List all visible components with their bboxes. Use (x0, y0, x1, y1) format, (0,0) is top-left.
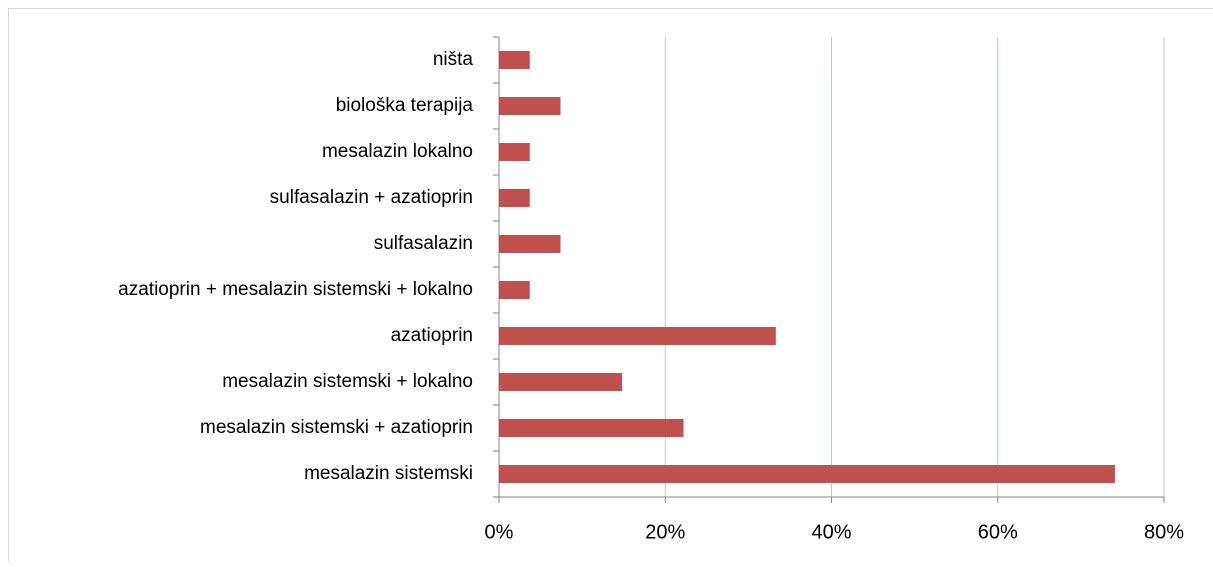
x-tick-label: 0% (485, 521, 514, 543)
y-tick-label: azatioprin (391, 325, 473, 346)
bar (499, 419, 684, 437)
y-tick-label: mesalazin sistemski (304, 463, 473, 484)
bar (499, 281, 530, 299)
y-tick-label: mesalazin lokalno (322, 141, 473, 162)
bar (499, 97, 561, 115)
y-tick-label: azatioprin + mesalazin sistemski + lokal… (118, 279, 473, 300)
y-tick-label: mesalazin sistemski + azatioprin (200, 417, 473, 438)
bar (499, 465, 1115, 483)
y-tick-label: sulfasalazin + azatioprin (270, 187, 473, 208)
y-tick-label: mesalazin sistemski + lokalno (222, 371, 473, 392)
bar (499, 327, 776, 345)
bar (499, 189, 530, 207)
y-tick-label: ništa (433, 49, 474, 70)
x-tick-label: 60% (978, 521, 1018, 543)
x-tick-label: 20% (645, 521, 685, 543)
y-tick-label: biološka terapija (336, 95, 474, 116)
x-tick-label: 80% (1144, 521, 1184, 543)
y-tick-label: sulfasalazin (374, 233, 473, 254)
bar (499, 235, 561, 253)
bar (499, 373, 622, 391)
x-tick-label: 40% (811, 521, 851, 543)
bar (499, 51, 530, 69)
bar (499, 143, 530, 161)
